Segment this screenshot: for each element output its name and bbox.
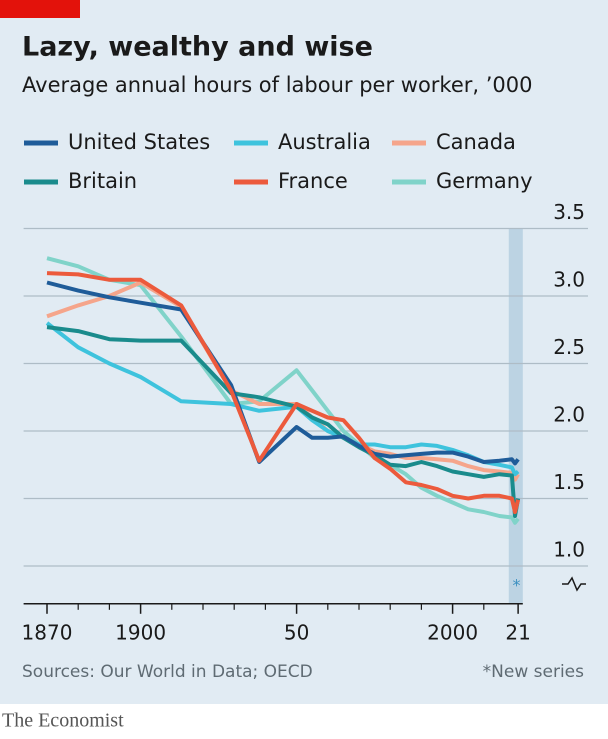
chart-title: Lazy, wealthy and wise bbox=[22, 32, 373, 63]
x-tick-label: 1870 bbox=[22, 620, 73, 644]
y-tick-label: 3.0 bbox=[553, 268, 585, 292]
y-tick-label: 2.5 bbox=[553, 335, 585, 359]
legend-label: Australia bbox=[278, 130, 371, 154]
legend-label: Germany bbox=[436, 169, 533, 193]
legend-label: Britain bbox=[68, 169, 137, 193]
chart-background bbox=[0, 0, 608, 704]
source: Sources: Our World in Data; OECD bbox=[22, 662, 313, 682]
y-tick-label: 3.5 bbox=[553, 200, 585, 224]
axis-break bbox=[562, 576, 586, 592]
x-tick-label: 1900 bbox=[115, 620, 166, 644]
note: *New series bbox=[483, 662, 584, 682]
y-tick-label: 1.0 bbox=[553, 538, 585, 562]
highlight-band bbox=[508, 228, 523, 604]
y-tick-label: 1.5 bbox=[553, 470, 585, 494]
series-line bbox=[46, 271, 521, 514]
brand: The Economist bbox=[2, 710, 124, 732]
x-tick-label: 21 bbox=[505, 620, 530, 644]
legend-label: United States bbox=[68, 130, 210, 154]
y-tick-label: 2.0 bbox=[553, 403, 585, 427]
legend-label: Canada bbox=[436, 130, 516, 154]
chart-subtitle: Average annual hours of labour per worke… bbox=[22, 73, 533, 97]
x-tick-label: 2000 bbox=[427, 620, 478, 644]
annotation: * bbox=[513, 576, 521, 595]
brand-tag bbox=[0, 0, 80, 18]
legend-label: France bbox=[278, 169, 348, 193]
x-tick-label: 50 bbox=[284, 620, 309, 644]
